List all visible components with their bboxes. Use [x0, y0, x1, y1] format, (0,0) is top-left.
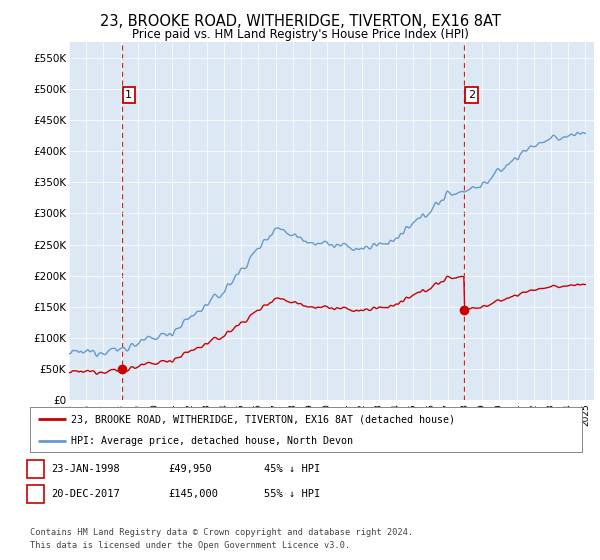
Text: 23, BROOKE ROAD, WITHERIDGE, TIVERTON, EX16 8AT (detached house): 23, BROOKE ROAD, WITHERIDGE, TIVERTON, E… — [71, 414, 455, 424]
Text: 2: 2 — [468, 90, 475, 100]
Text: £145,000: £145,000 — [168, 489, 218, 499]
Text: 23-JAN-1998: 23-JAN-1998 — [51, 464, 120, 474]
Text: 1: 1 — [32, 464, 38, 474]
Text: £49,950: £49,950 — [168, 464, 212, 474]
Text: This data is licensed under the Open Government Licence v3.0.: This data is licensed under the Open Gov… — [30, 541, 350, 550]
Text: 2: 2 — [32, 489, 38, 499]
Text: 45% ↓ HPI: 45% ↓ HPI — [264, 464, 320, 474]
Text: 23, BROOKE ROAD, WITHERIDGE, TIVERTON, EX16 8AT: 23, BROOKE ROAD, WITHERIDGE, TIVERTON, E… — [100, 14, 500, 29]
Text: 55% ↓ HPI: 55% ↓ HPI — [264, 489, 320, 499]
Text: 1: 1 — [125, 90, 132, 100]
Text: HPI: Average price, detached house, North Devon: HPI: Average price, detached house, Nort… — [71, 436, 353, 446]
Text: Price paid vs. HM Land Registry's House Price Index (HPI): Price paid vs. HM Land Registry's House … — [131, 28, 469, 41]
Text: Contains HM Land Registry data © Crown copyright and database right 2024.: Contains HM Land Registry data © Crown c… — [30, 528, 413, 536]
Text: 20-DEC-2017: 20-DEC-2017 — [51, 489, 120, 499]
